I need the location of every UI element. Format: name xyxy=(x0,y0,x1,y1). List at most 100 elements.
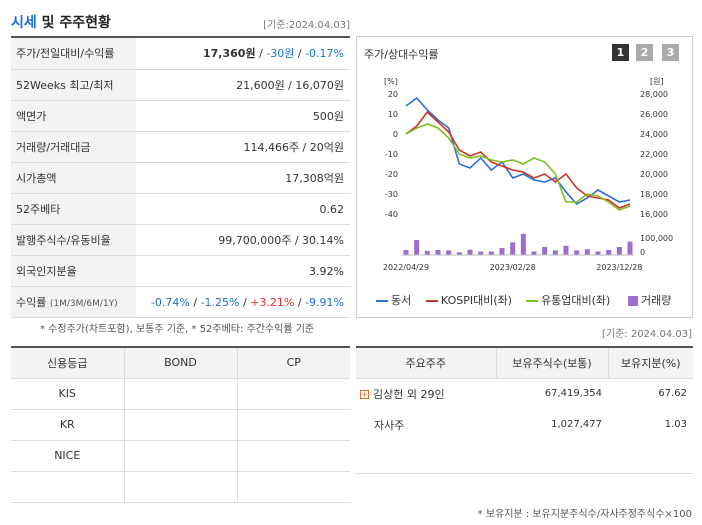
x-tick-label: 2022/04/29 xyxy=(383,263,429,272)
x-tick-label: 2023/12/28 xyxy=(596,263,642,272)
stats-footnote: * 수정주가(차트포함), 보통주 기준, * 52주베타: 주간수익률 기준 xyxy=(40,324,315,335)
table-row: KR xyxy=(11,409,350,441)
expand-icon[interactable]: + xyxy=(360,390,369,400)
left-tick-label: -20 xyxy=(385,170,398,179)
volume-bar xyxy=(488,251,494,255)
col-header: 주요주주 xyxy=(356,347,496,379)
stats-value: 500원 xyxy=(136,100,350,132)
stats-value: 99,700,000주 / 30.14% xyxy=(136,224,350,257)
holders-footnote: * 보유지분 : 보유지분주식수/자사주정주식수×100 xyxy=(477,509,692,520)
stats-label: 발행주식수/유동비율 xyxy=(11,224,136,257)
legend-item-2: KOSPI대비(좌) xyxy=(426,292,512,308)
stats-value: 17,308억원 xyxy=(136,162,350,194)
table-cell xyxy=(236,440,350,472)
stats-value: -0.74% / -1.25% / +3.21% / -9.91% xyxy=(136,286,350,319)
legend-swatch xyxy=(526,300,538,302)
left-tick-label: 0 xyxy=(393,130,398,139)
table-cell xyxy=(236,409,350,441)
volume-bar xyxy=(542,246,548,255)
stats-value: 3.92% xyxy=(136,255,350,288)
divider xyxy=(11,36,350,38)
volume-bar xyxy=(424,250,430,255)
volume-bar xyxy=(531,251,537,255)
shares-cell: 67,419,354 xyxy=(544,388,602,400)
base-date-2: [기준: 2024.04.03] xyxy=(601,329,692,340)
stats-label: 외국인지분율 xyxy=(11,255,136,288)
volume-bar xyxy=(446,250,452,255)
right-tick-label: 26,000 xyxy=(640,110,668,119)
legend-item-3: 유통업대비(좌) xyxy=(526,292,610,308)
volume-bar xyxy=(616,246,622,255)
right-tick-label: 16,000 xyxy=(640,210,668,219)
stats-label: 거래량/거래대금 xyxy=(11,131,136,163)
volume-bar xyxy=(595,251,601,255)
volume-tick-label: 0 xyxy=(640,248,645,257)
stats-row: 시가총액 17,308억원 xyxy=(11,162,350,194)
table-cell: KIS xyxy=(11,378,124,410)
stats-label: 수익률 (1M/3M/6M/1Y) xyxy=(11,286,136,319)
x-tick-label: 2023/02/28 xyxy=(490,263,536,272)
volume-bar xyxy=(552,250,558,255)
stats-label: 액면가 xyxy=(11,100,136,132)
stats-value: 0.62 xyxy=(136,193,350,226)
stats-label: 52Weeks 최고/최저 xyxy=(11,69,136,101)
volume-bar xyxy=(510,242,516,255)
table-row: NICE xyxy=(11,440,350,472)
series-line xyxy=(405,123,631,211)
volume-bar xyxy=(435,249,441,255)
table-row: 자사주 1,027,477 1.03 xyxy=(356,409,693,474)
pct-cell: 1.03 xyxy=(608,409,693,474)
table-cell xyxy=(123,471,237,503)
holder-name-cell[interactable]: + 김상헌 외 29인 xyxy=(360,387,445,401)
table-row xyxy=(11,471,350,503)
volume-tick-label: 100,000 xyxy=(640,234,673,243)
volume-bar xyxy=(520,233,526,255)
right-tick-label: 20,000 xyxy=(640,170,668,179)
left-axis-unit: [%] xyxy=(384,77,398,86)
chart-page-2-button[interactable]: 2 xyxy=(636,44,653,61)
col-header: BOND xyxy=(123,347,237,379)
legend-swatch xyxy=(426,300,438,302)
volume-bar xyxy=(563,245,569,255)
volume-bar xyxy=(478,251,484,255)
legend-swatch xyxy=(628,296,638,306)
stats-row: 외국인지분율 3.92% xyxy=(11,255,350,288)
legend-item-1: 동서 xyxy=(376,292,411,308)
right-axis-unit: [원] xyxy=(650,77,664,86)
col-header: 보유주식수(보통) xyxy=(495,347,608,379)
price-chart: [%] [원] 20 10 0 -10 -20 -30 -40 28,000 26,000 24,00… xyxy=(383,77,673,272)
table-row: KIS xyxy=(11,378,350,410)
chart-panel xyxy=(356,36,693,318)
table-row: + 김상헌 외 29인 67,419,354 67.62 xyxy=(356,378,693,409)
left-tick-label: -10 xyxy=(385,150,398,159)
table-cell xyxy=(123,409,237,441)
stats-row: 발행주식수/유동비율 99,700,000주 / 30.14% xyxy=(11,224,350,257)
stats-value: 17,360원 / -30원 / -0.17% xyxy=(136,38,350,70)
table-cell xyxy=(236,378,350,410)
series-line xyxy=(405,110,631,209)
right-tick-label: 28,000 xyxy=(640,90,668,99)
chart-page-1-button[interactable]: 1 xyxy=(612,44,629,61)
price-stats-table: 주가/전일대비/수익률 17,360원 / -30원 / -0.17% 52Week… xyxy=(11,38,350,319)
stats-row: 52Weeks 최고/최저 21,600원 / 16,070원 xyxy=(11,69,350,101)
right-tick-label: 24,000 xyxy=(640,130,668,139)
table-cell xyxy=(123,378,237,410)
col-header: 신용등급 xyxy=(11,347,124,379)
col-header: CP xyxy=(236,347,350,379)
page-title: 시세 및 주주현황 xyxy=(11,15,111,31)
shares-cell: 1,027,477 xyxy=(496,409,608,474)
stats-value: 21,600원 / 16,070원 xyxy=(136,69,350,101)
chart-page-3-button[interactable]: 3 xyxy=(662,44,679,61)
base-date: [기준:2024.04.03] xyxy=(263,20,350,31)
volume-bar xyxy=(627,241,633,255)
major-shareholders-table: 주요주주 보유주식수(보통) 보유지분(%) + 김상헌 외 29인 67,419… xyxy=(356,346,693,474)
left-tick-label: 20 xyxy=(388,90,398,99)
table-cell xyxy=(11,471,124,503)
volume-bar xyxy=(467,249,473,255)
stats-row: 수익률 (1M/3M/6M/1Y) -0.74% / -1.25% / +3.21… xyxy=(11,286,350,319)
volume-bar xyxy=(574,250,580,255)
stats-value: 114,466주 / 20억원 xyxy=(136,131,350,163)
credit-rating-table: 신용등급 BOND CP KIS KR NICE xyxy=(11,346,350,503)
series-line xyxy=(405,96,631,206)
stats-label: 52주베타 xyxy=(11,193,136,226)
